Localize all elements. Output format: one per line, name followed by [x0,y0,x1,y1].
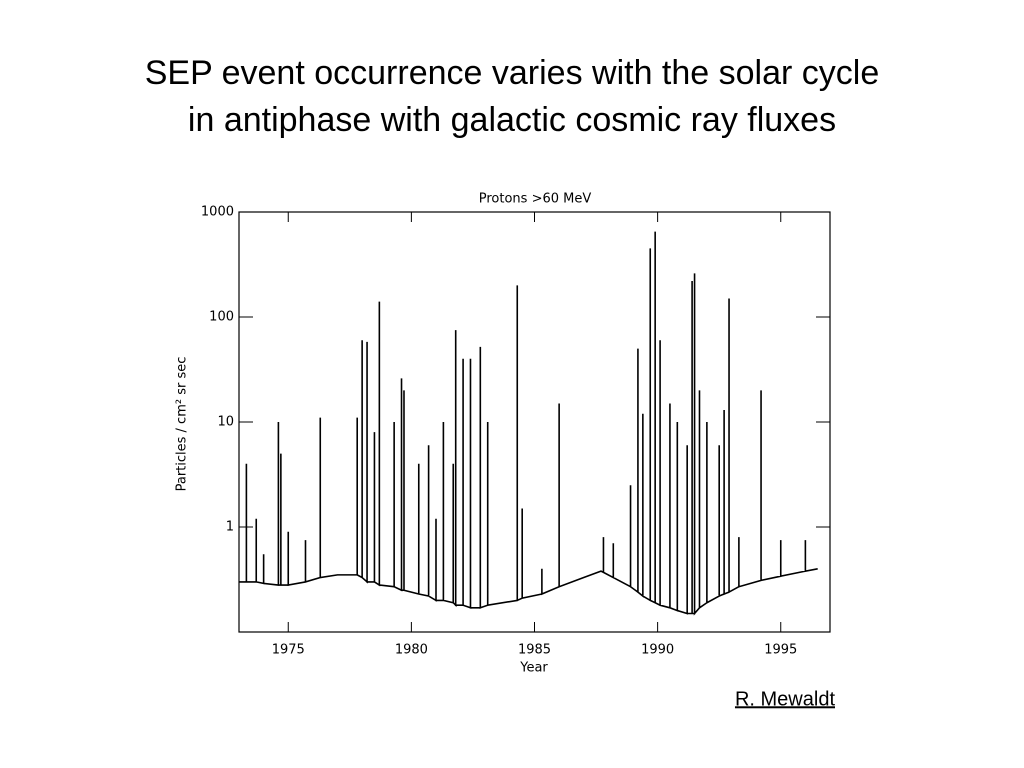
x-tick-label: 1990 [641,643,674,658]
slide-title: SEP event occurrence varies with the sol… [145,54,880,92]
y-tick-label: 1 [226,520,234,535]
chart-title: Protons >60 MeV [479,192,592,207]
y-tick-label: 10 [217,415,234,430]
data-line [239,231,818,616]
x-tick-label: 1980 [395,643,428,658]
x-tick-label: 1985 [518,643,551,658]
plot-area: 1975 1980 1985 1990 1995 1 10 100 1000 [201,205,830,658]
y-tick-label: 1000 [201,205,234,220]
y-tick-label: 100 [209,310,234,325]
slide-title: in antiphase with galactic cosmic ray fl… [188,101,836,139]
y-axis-label: Particles / cm² sr sec [175,357,190,492]
credit: R. Mewaldt [735,688,835,710]
x-tick-label: 1975 [272,643,305,658]
x-tick-label: 1995 [764,643,797,658]
x-axis-label: Year [519,661,548,676]
